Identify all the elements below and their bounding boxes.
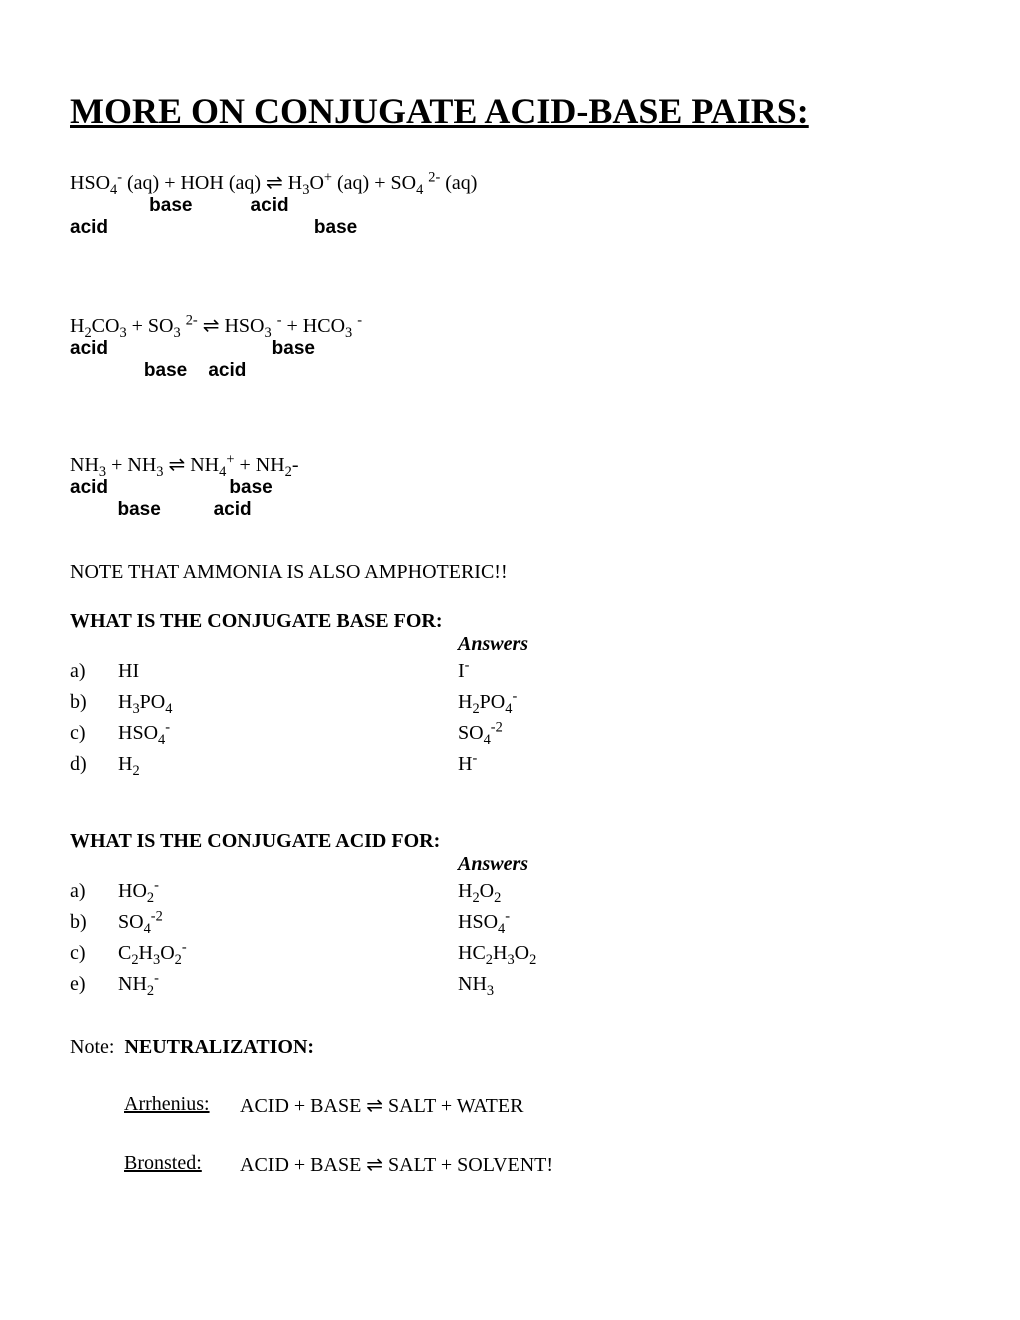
neutralization-heading: NEUTRALIZATION: xyxy=(124,1036,314,1058)
list-item: b)H3PO4H2PO4- xyxy=(70,687,950,718)
neutralization-equation: ACID + BASE ⇌ SALT + SOLVENT! xyxy=(240,1152,553,1177)
conjugate-base-heading: WHAT IS THE CONJUGATE BASE FOR: xyxy=(70,610,950,633)
neutralization-label: Arrhenius: xyxy=(124,1093,240,1118)
list-item: c)HSO4-SO4-2 xyxy=(70,718,950,749)
item-answer: HSO4- xyxy=(458,907,510,938)
list-item: a)HII- xyxy=(70,656,950,687)
note-prefix: Note: xyxy=(70,1036,114,1058)
item-answer: H2O2 xyxy=(458,876,501,907)
equation-block-2: H2CO3 + SO3 2- ⇌ HSO3 - + HCO3 - acid ba… xyxy=(70,313,950,382)
item-letter: e) xyxy=(70,969,118,1000)
equation-1-labels-bottom: acid base xyxy=(70,217,950,239)
amphoteric-note: NOTE THAT AMMONIA IS ALSO AMPHOTERIC!! xyxy=(70,561,950,584)
item-letter: c) xyxy=(70,718,118,749)
answers-heading-acid: Answers xyxy=(458,853,528,876)
item-letter: a) xyxy=(70,656,118,687)
equation-3-labels-bottom: base acid xyxy=(70,499,950,521)
equation-2: H2CO3 + SO3 2- ⇌ HSO3 - + HCO3 - xyxy=(70,313,950,338)
neutralization-note: Note: NEUTRALIZATION: xyxy=(70,1036,950,1059)
item-letter: b) xyxy=(70,687,118,718)
conjugate-base-list: a)HII-b)H3PO4H2PO4-c)HSO4-SO4-2d)H2H- xyxy=(70,656,950,780)
item-species: HO2- xyxy=(118,876,458,907)
answers-heading-base: Answers xyxy=(458,633,528,656)
item-letter: d) xyxy=(70,749,118,780)
list-item: d)H2H- xyxy=(70,749,950,780)
item-species: H3PO4 xyxy=(118,687,458,718)
item-species: HI xyxy=(118,656,458,687)
item-answer: H2PO4- xyxy=(458,687,517,718)
item-letter: c) xyxy=(70,938,118,969)
equation-3-labels-top: acid base xyxy=(70,477,950,499)
neutralization-equation: ACID + BASE ⇌ SALT + WATER xyxy=(240,1093,523,1118)
item-species: SO4-2 xyxy=(118,907,458,938)
list-item: e)NH2-NH3 xyxy=(70,969,950,1000)
item-letter: b) xyxy=(70,907,118,938)
equation-2-labels-bottom: base acid xyxy=(70,360,950,382)
item-species: C2H3O2- xyxy=(118,938,458,969)
neutralization-list: Arrhenius:ACID + BASE ⇌ SALT + WATER Bron… xyxy=(70,1093,950,1177)
conjugate-acid-heading: WHAT IS THE CONJUGATE ACID FOR: xyxy=(70,830,950,853)
equation-block-3: NH3 + NH3 ⇌ NH4+ + NH2- acid base base a… xyxy=(70,452,950,521)
item-answer: NH3 xyxy=(458,969,494,1000)
item-species: NH2- xyxy=(118,969,458,1000)
neutralization-row: Arrhenius:ACID + BASE ⇌ SALT + WATER xyxy=(70,1093,950,1118)
page-title: MORE ON CONJUGATE ACID-BASE PAIRS: xyxy=(70,90,950,132)
neutralization-label: Bronsted: xyxy=(124,1152,240,1177)
list-item: a)HO2-H2O2 xyxy=(70,876,950,907)
equation-1-labels-top: base acid xyxy=(70,195,950,217)
item-answer: H- xyxy=(458,749,477,780)
list-item: b)SO4-2HSO4- xyxy=(70,907,950,938)
list-item: c)C2H3O2-HC2H3O2 xyxy=(70,938,950,969)
equation-block-1: HSO4- (aq) + HOH (aq) ⇌ H3O+ (aq) + SO4 … xyxy=(70,170,950,239)
equation-2-labels-top: acid base xyxy=(70,338,950,360)
neutralization-row: Bronsted:ACID + BASE ⇌ SALT + SOLVENT! xyxy=(70,1152,950,1177)
equation-1: HSO4- (aq) + HOH (aq) ⇌ H3O+ (aq) + SO4 … xyxy=(70,170,950,195)
item-species: HSO4- xyxy=(118,718,458,749)
item-answer: SO4-2 xyxy=(458,718,503,749)
item-answer: I- xyxy=(458,656,469,687)
equation-3: NH3 + NH3 ⇌ NH4+ + NH2- xyxy=(70,452,950,477)
conjugate-acid-list: a)HO2-H2O2b)SO4-2HSO4-c)C2H3O2-HC2H3O2e)… xyxy=(70,876,950,1000)
item-species: H2 xyxy=(118,749,458,780)
item-answer: HC2H3O2 xyxy=(458,938,536,969)
item-letter: a) xyxy=(70,876,118,907)
